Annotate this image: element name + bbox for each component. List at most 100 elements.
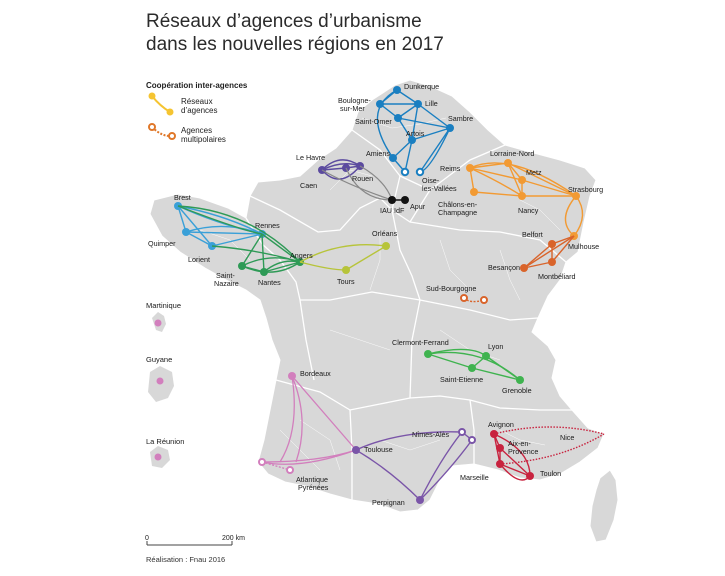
legend-symbol-multipolaires (148, 123, 176, 140)
region-borders (245, 129, 572, 500)
legend-label-multipolaires: Agences multipolaires (181, 126, 226, 144)
label-montbeliard: Montbéliard (538, 272, 576, 281)
network-paca (493, 426, 605, 481)
label-marseille: Marseille (460, 473, 489, 482)
city-perpignan (416, 496, 424, 504)
label-metz: Metz (526, 168, 542, 177)
label-amiens: Amiens (366, 149, 390, 158)
city-sud-bourgogne-2 (480, 296, 488, 304)
legend-label-reseaux: Réseaux d’agences (181, 97, 217, 115)
city-sambre (446, 124, 454, 132)
label-atlantique-2: Pyrénées (298, 483, 329, 492)
city-artois (408, 136, 416, 144)
label-nancy: Nancy (518, 206, 539, 215)
label-clermont-ferrand: Clermont-Ferrand (392, 338, 449, 347)
title-line-2: dans les nouvelles régions en 2017 (146, 34, 444, 55)
label-saint-nazaire-1: Saint- (216, 271, 235, 280)
guyane-agency-dot (156, 377, 164, 385)
label-tours: Tours (337, 277, 355, 286)
city-montbeliard (548, 258, 556, 266)
label-lyon: Lyon (488, 342, 503, 351)
network-bretagne (177, 205, 263, 247)
city-apur (401, 196, 409, 204)
map-title: Réseaux d’agences d’urbanisme dans les n… (146, 10, 444, 56)
title-line-1: Réseaux d’agences d’urbanisme (146, 11, 422, 32)
city-lille (414, 100, 422, 108)
label-saint-omer: Saint-Omer (355, 117, 392, 126)
city-saint-nazaire (238, 262, 246, 270)
city-chalons (470, 188, 478, 196)
label-iau-idf: IAU IdF (380, 206, 405, 215)
city-orleans (382, 242, 390, 250)
city-amiens (389, 154, 397, 162)
city-saint-etienne (468, 364, 476, 372)
city-toulon (526, 472, 534, 480)
label-aix-2: Provence (508, 447, 538, 456)
label-reims: Reims (440, 164, 461, 173)
city-aix-en-provence (496, 444, 504, 452)
network-hauts-de-france (376, 89, 451, 173)
label-saint-nazaire-2: Nazaire (214, 279, 239, 288)
credit: Réalisation : Fnau 2016 (146, 555, 226, 564)
label-chalons-1: Châlons-en- (438, 200, 478, 209)
martinique-agency-dot (154, 319, 162, 327)
city-belfort (548, 240, 556, 248)
label-boulogne-2: sur-Mer (340, 104, 365, 113)
label-martinique: Martinique (146, 301, 181, 310)
label-lille: Lille (425, 99, 438, 108)
label-la-reunion: La Réunion (146, 437, 184, 446)
label-brest: Brest (174, 193, 191, 202)
legend: Coopération inter-agences (146, 81, 247, 90)
label-grenoble: Grenoble (502, 386, 532, 395)
city-nimes-ales-2 (468, 436, 476, 444)
city-saint-omer (394, 114, 402, 122)
label-boulogne-1: Boulogne- (338, 96, 371, 105)
label-dunkerque: Dunkerque (404, 82, 439, 91)
city-boulogne (376, 100, 384, 108)
label-sud-bourgogne: Sud-Bourgogne (426, 284, 476, 293)
legend-reseaux-line2: d’agences (181, 106, 218, 115)
label-nice: Nice (560, 433, 574, 442)
city-metz (518, 176, 526, 184)
city-bordeaux (288, 372, 296, 380)
scale-start: 0 (145, 535, 149, 542)
label-oise-1: Oise- (422, 176, 440, 185)
city-lorraine-nord (504, 159, 512, 167)
label-perpignan: Perpignan (372, 498, 405, 507)
city-oise-1 (400, 167, 410, 177)
scale-end: 200 km (222, 535, 245, 542)
city-oise-2 (415, 167, 425, 177)
label-saint-etienne: Saint-Etienne (440, 375, 483, 384)
city-nimes-ales-1 (458, 428, 466, 436)
legend-multipolaires-line1: Agences (181, 126, 213, 135)
city-marseille (496, 460, 504, 468)
city-quimper (182, 228, 190, 236)
label-sambre: Sambre (448, 114, 473, 123)
city-toulouse (352, 446, 360, 454)
label-artois: Artois (406, 129, 425, 138)
label-aix-1: Aix-en- (508, 439, 531, 448)
legend-multipolaires-line2: multipolaires (181, 135, 226, 144)
label-strasbourg: Strasbourg (568, 185, 603, 194)
label-rouen: Rouen (352, 174, 373, 183)
label-besancon: Besançon (488, 263, 520, 272)
city-strasbourg (572, 192, 580, 200)
label-le-havre: Le Havre (296, 153, 325, 162)
city-nantes (260, 268, 268, 276)
label-apur: Apur (410, 202, 426, 211)
city-atlantique-pyrenees-1 (258, 458, 266, 466)
city-atlantique-pyrenees-2 (286, 466, 294, 474)
label-oise-2: les-Vallées (422, 184, 457, 193)
label-avignon: Avignon (488, 420, 514, 429)
city-sud-bourgogne-1 (460, 294, 468, 302)
label-atlantique-1: Atlantique (296, 475, 328, 484)
label-rennes: Rennes (255, 221, 280, 230)
city-avignon (490, 430, 498, 438)
label-orleans: Orléans (372, 229, 398, 238)
legend-reseaux-line1: Réseaux (181, 97, 213, 106)
city-tours (342, 266, 350, 274)
city-nancy (518, 192, 526, 200)
city-iau-idf (388, 196, 396, 204)
label-toulouse: Toulouse (364, 445, 393, 454)
